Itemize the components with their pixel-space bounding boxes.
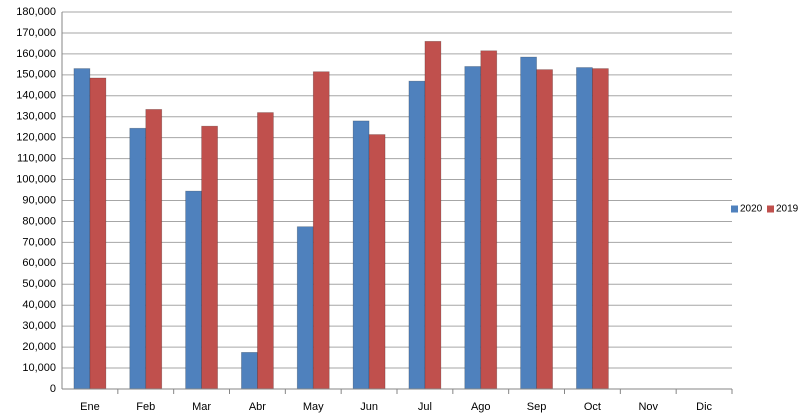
x-tick-label: Jun: [360, 401, 378, 413]
bar: [576, 67, 593, 390]
y-tick-label: 50,000: [22, 278, 56, 290]
y-tick-label: 130,000: [16, 111, 56, 123]
y-tick-label: 30,000: [22, 320, 56, 332]
y-tick-label: 60,000: [22, 257, 56, 269]
x-tick-label: Feb: [136, 401, 155, 413]
x-tick-label: Abr: [249, 401, 266, 413]
x-tick-label: May: [303, 401, 324, 413]
bar: [201, 125, 218, 390]
x-tick-label: Mar: [192, 401, 211, 413]
x-tick-label: Sep: [527, 401, 547, 413]
bar: [424, 40, 442, 390]
y-tick-label: 100,000: [16, 173, 56, 185]
bar: [241, 351, 258, 390]
bar: [73, 68, 91, 390]
y-tick-label: 140,000: [16, 90, 56, 102]
x-tick-label: Ago: [471, 401, 491, 413]
x-tick-label: Dic: [696, 401, 712, 413]
y-tick-label: 40,000: [22, 299, 56, 311]
legend-label: 2019: [776, 204, 799, 215]
legend-swatch: [767, 205, 774, 213]
y-tick-label: 80,000: [22, 215, 56, 227]
x-tick-label: Oct: [584, 401, 601, 413]
y-tick-label: 20,000: [22, 341, 56, 353]
bar: [185, 190, 202, 390]
bar: [296, 226, 314, 390]
bar: [89, 77, 107, 390]
bar: [145, 109, 163, 390]
bar: [257, 112, 274, 390]
bar: [480, 50, 498, 390]
x-tick-label: Jul: [418, 401, 432, 413]
bar: [464, 66, 482, 390]
y-tick-label: 150,000: [16, 69, 56, 81]
legend-label: 2020: [740, 204, 763, 215]
y-tick-label: 160,000: [16, 48, 56, 60]
bar: [312, 71, 330, 390]
legend-swatch: [731, 205, 738, 213]
bar: [536, 69, 553, 390]
x-tick-label: Ene: [80, 401, 100, 413]
bar: [368, 134, 386, 390]
y-tick-label: 170,000: [16, 27, 56, 39]
bar: [408, 80, 426, 390]
y-tick-label: 180,000: [16, 6, 56, 18]
y-tick-label: 10,000: [22, 362, 56, 374]
bar: [352, 120, 370, 390]
bar: [592, 68, 609, 390]
y-tick-label: 70,000: [22, 236, 56, 248]
bar: [129, 127, 147, 390]
x-tick-label: Nov: [638, 401, 658, 413]
y-tick-label: 110,000: [17, 153, 56, 165]
y-tick-label: 90,000: [22, 194, 56, 206]
bar: [520, 56, 537, 390]
y-tick-label: 0: [50, 383, 56, 395]
y-tick-label: 120,000: [16, 132, 56, 144]
